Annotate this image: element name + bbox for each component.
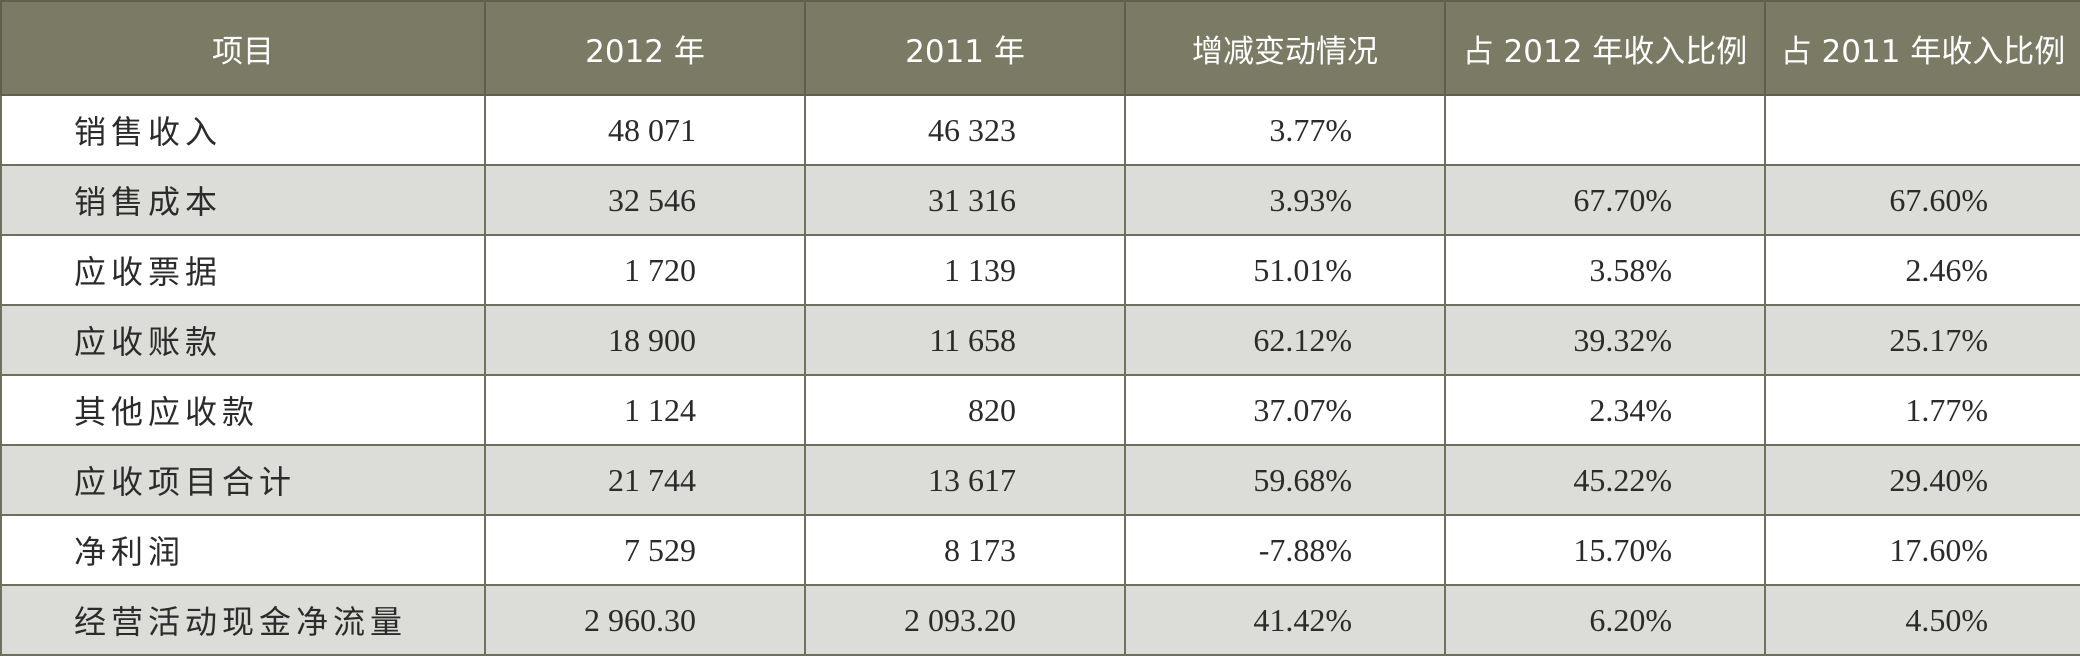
row-ratio-2011: 4.50% — [1764, 584, 2080, 656]
row-ratio-2011: 29.40% — [1764, 444, 2080, 516]
row-value-2011: 46 323 — [804, 94, 1126, 166]
row-ratio-2011: 1.77% — [1764, 374, 2080, 446]
row-item: 销售收入 — [0, 94, 486, 166]
row-value-2012: 48 071 — [484, 94, 806, 166]
row-change: 3.77% — [1124, 94, 1446, 166]
row-ratio-2012: 6.20% — [1444, 584, 1766, 656]
row-value-2011: 11 658 — [804, 304, 1126, 376]
row-item: 经营活动现金净流量 — [0, 584, 486, 656]
row-ratio-2011: 17.60% — [1764, 514, 2080, 586]
header-ratio-2012: 占 2012 年收入比例 — [1444, 0, 1766, 96]
row-ratio-2011: 67.60% — [1764, 164, 2080, 236]
header-2012: 2012 年 — [484, 0, 806, 96]
row-item: 净利润 — [0, 514, 486, 586]
row-value-2012: 1 720 — [484, 234, 806, 306]
table-row: 经营活动现金净流量 2 960.30 2 093.20 41.42% 6.20%… — [0, 584, 2080, 656]
table-row: 应收项目合计 21 744 13 617 59.68% 45.22% 29.40… — [0, 444, 2080, 516]
row-value-2012: 18 900 — [484, 304, 806, 376]
row-ratio-2011: 2.46% — [1764, 234, 2080, 306]
row-change: 3.93% — [1124, 164, 1446, 236]
row-item: 应收项目合计 — [0, 444, 486, 516]
table-row: 应收票据 1 720 1 139 51.01% 3.58% 2.46% — [0, 234, 2080, 306]
header-2011: 2011 年 — [804, 0, 1126, 96]
table-row: 其他应收款 1 124 820 37.07% 2.34% 1.77% — [0, 374, 2080, 446]
row-value-2012: 1 124 — [484, 374, 806, 446]
header-row: 项目 2012 年 2011 年 增减变动情况 占 2012 年收入比例 占 2… — [0, 0, 2080, 96]
row-ratio-2012: 67.70% — [1444, 164, 1766, 236]
header-ratio-2011: 占 2011 年收入比例 — [1764, 0, 2080, 96]
table-header: 项目 2012 年 2011 年 增减变动情况 占 2012 年收入比例 占 2… — [0, 0, 2080, 96]
row-ratio-2012: 39.32% — [1444, 304, 1766, 376]
header-change: 增减变动情况 — [1124, 0, 1446, 96]
row-change: 59.68% — [1124, 444, 1446, 516]
row-ratio-2012: 45.22% — [1444, 444, 1766, 516]
row-ratio-2012: 3.58% — [1444, 234, 1766, 306]
row-value-2011: 1 139 — [804, 234, 1126, 306]
row-ratio-2012: 2.34% — [1444, 374, 1766, 446]
row-value-2012: 7 529 — [484, 514, 806, 586]
row-value-2012: 32 546 — [484, 164, 806, 236]
row-ratio-2012 — [1444, 94, 1766, 166]
row-value-2012: 2 960.30 — [484, 584, 806, 656]
table-row: 应收账款 18 900 11 658 62.12% 39.32% 25.17% — [0, 304, 2080, 376]
row-value-2011: 13 617 — [804, 444, 1126, 516]
row-value-2011: 31 316 — [804, 164, 1126, 236]
row-value-2011: 8 173 — [804, 514, 1126, 586]
row-change: 51.01% — [1124, 234, 1446, 306]
row-change: 37.07% — [1124, 374, 1446, 446]
row-change: 62.12% — [1124, 304, 1446, 376]
row-item: 应收票据 — [0, 234, 486, 306]
row-value-2011: 820 — [804, 374, 1126, 446]
header-item: 项目 — [0, 0, 486, 96]
table-row: 销售收入 48 071 46 323 3.77% — [0, 94, 2080, 166]
row-item: 应收账款 — [0, 304, 486, 376]
table-body: 销售收入 48 071 46 323 3.77% 销售成本 32 546 31 … — [0, 94, 2080, 656]
row-value-2011: 2 093.20 — [804, 584, 1126, 656]
row-item: 其他应收款 — [0, 374, 486, 446]
row-ratio-2012: 15.70% — [1444, 514, 1766, 586]
row-item: 销售成本 — [0, 164, 486, 236]
row-change: -7.88% — [1124, 514, 1446, 586]
table-row: 销售成本 32 546 31 316 3.93% 67.70% 67.60% — [0, 164, 2080, 236]
row-ratio-2011: 25.17% — [1764, 304, 2080, 376]
table-row: 净利润 7 529 8 173 -7.88% 15.70% 17.60% — [0, 514, 2080, 586]
row-change: 41.42% — [1124, 584, 1446, 656]
row-ratio-2011 — [1764, 94, 2080, 166]
row-value-2012: 21 744 — [484, 444, 806, 516]
